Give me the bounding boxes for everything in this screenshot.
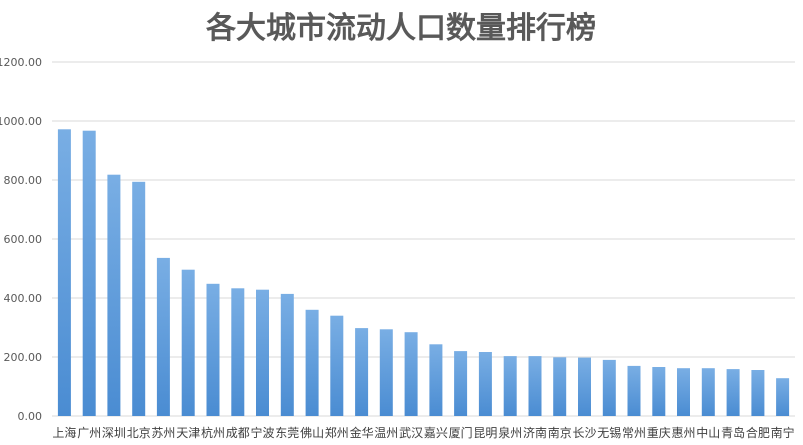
x-category-label: 天津: [176, 426, 200, 440]
x-category-label: 成都: [226, 426, 250, 440]
x-category-label: 苏州: [151, 426, 175, 440]
x-category-label: 泉州: [498, 426, 522, 440]
bar-武汉: [404, 332, 418, 416]
x-category-label: 北京: [127, 426, 151, 440]
x-category-label: 上海: [52, 425, 76, 440]
bar-青岛: [726, 369, 740, 416]
bar-天津: [181, 269, 195, 416]
y-tick-label: 400.00: [4, 292, 43, 305]
bar-宁波: [256, 289, 269, 416]
y-tick-label: 1200.00: [0, 56, 42, 69]
x-category-label: 合肥: [746, 425, 770, 440]
bar-厦门: [454, 351, 468, 416]
bar-广州: [82, 130, 96, 416]
chart-title: 各大城市流动人口数量排行榜: [205, 11, 596, 46]
bar-无锡: [602, 359, 616, 416]
x-category-label: 广州: [77, 426, 101, 440]
x-category-label: 南京: [548, 425, 572, 440]
bar-温州: [379, 329, 393, 416]
x-category-label: 东莞: [275, 426, 299, 440]
bar-北京: [132, 181, 146, 416]
bar-中山: [701, 368, 715, 416]
x-category-label: 中山: [696, 425, 720, 440]
x-category-label: 嘉兴: [424, 426, 448, 440]
x-category-label: 惠州: [671, 426, 695, 440]
bar-成都: [231, 288, 245, 416]
x-category-label: 武汉: [399, 426, 423, 440]
bar-南宁: [776, 378, 790, 416]
bar-佛山: [305, 309, 319, 416]
bar-上海: [57, 129, 71, 417]
bar-郑州: [330, 315, 344, 416]
x-category-label: 长沙: [572, 426, 596, 440]
y-tick-label: 800.00: [4, 174, 43, 187]
x-category-label: 杭州: [201, 425, 225, 440]
x-category-label: 常州: [622, 426, 646, 440]
x-category-label: 温州: [374, 426, 398, 440]
y-tick-label: 1000.00: [0, 115, 42, 128]
bar-苏州: [156, 257, 170, 416]
x-category-label: 佛山: [300, 426, 324, 440]
bar-杭州: [206, 283, 220, 416]
x-category-label: 南宁: [771, 425, 795, 440]
bar-南京: [553, 357, 567, 416]
x-axis-categories: 上海 广州 深圳 北京 苏州 天津 杭州 成都 宁波 东莞 佛山 郑州 金华 温州 武汉 嘉兴 厦门 昆明 泉州 济南…: [52, 425, 794, 440]
bar-重庆: [652, 367, 666, 416]
y-axis-ticks: 0.00 200.00 400.00 600.00 800.00 1000.00 1200.…: [0, 56, 42, 423]
y-tick-label: 600.00: [4, 233, 43, 246]
x-category-label: 宁波: [250, 425, 274, 440]
bar-昆明: [478, 352, 492, 416]
x-category-label: 青岛: [721, 425, 745, 440]
bar-东莞: [280, 293, 294, 416]
bar-济南: [528, 356, 542, 416]
x-category-label: 郑州: [325, 425, 349, 440]
bars: [57, 129, 790, 417]
bar-泉州: [503, 356, 517, 416]
bar-惠州: [677, 368, 690, 416]
bar-长沙: [578, 357, 591, 416]
y-tick-label: 0.00: [18, 410, 43, 423]
x-category-label: 厦门: [449, 425, 473, 440]
x-category-label: 无锡: [597, 425, 621, 440]
x-category-label: 昆明: [473, 426, 497, 440]
bar-嘉兴: [429, 344, 443, 416]
x-category-label: 深圳: [102, 426, 126, 440]
bar-深圳: [107, 174, 121, 416]
bar-合肥: [751, 370, 765, 416]
bar-常州: [627, 365, 641, 416]
x-category-label: 重庆: [647, 426, 671, 440]
x-category-label: 金华: [350, 425, 374, 440]
bar-金华: [355, 328, 369, 416]
y-tick-label: 200.00: [4, 351, 43, 364]
gridlines: [52, 61, 795, 417]
x-category-label: 济南: [523, 425, 547, 440]
